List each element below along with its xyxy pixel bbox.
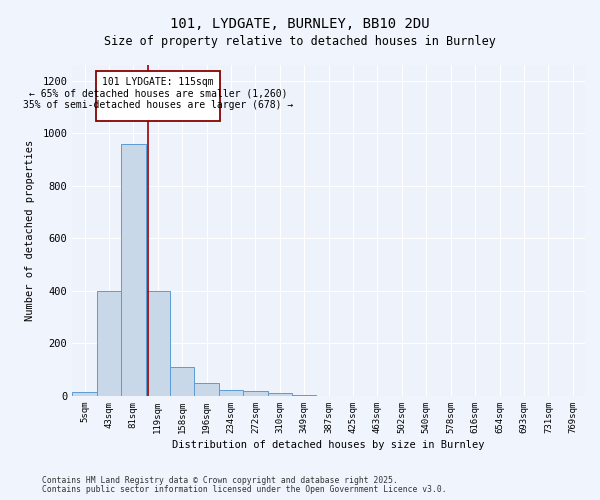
- Text: 35% of semi-detached houses are larger (678) →: 35% of semi-detached houses are larger (…: [23, 100, 293, 110]
- Text: 101 LYDGATE: 115sqm: 101 LYDGATE: 115sqm: [102, 76, 214, 86]
- Bar: [194, 383, 219, 396]
- Y-axis label: Number of detached properties: Number of detached properties: [25, 140, 35, 321]
- Title: 101, LYDGATE, BURNLEY, BB10 2DU: 101, LYDGATE, BURNLEY, BB10 2DU: [0, 499, 1, 500]
- Text: 101, LYDGATE, BURNLEY, BB10 2DU: 101, LYDGATE, BURNLEY, BB10 2DU: [170, 18, 430, 32]
- X-axis label: Distribution of detached houses by size in Burnley: Distribution of detached houses by size …: [172, 440, 485, 450]
- Text: ← 65% of detached houses are smaller (1,260): ← 65% of detached houses are smaller (1,…: [29, 88, 287, 99]
- Bar: [292, 394, 316, 396]
- Bar: [97, 291, 121, 396]
- Bar: [146, 291, 170, 396]
- Text: Contains HM Land Registry data © Crown copyright and database right 2025.: Contains HM Land Registry data © Crown c…: [42, 476, 398, 485]
- Bar: [72, 392, 97, 396]
- Bar: [170, 367, 194, 396]
- Text: Size of property relative to detached houses in Burnley: Size of property relative to detached ho…: [104, 35, 496, 48]
- Bar: [243, 391, 268, 396]
- Bar: [96, 71, 220, 120]
- Bar: [121, 144, 146, 396]
- Text: Contains public sector information licensed under the Open Government Licence v3: Contains public sector information licen…: [42, 485, 446, 494]
- Bar: [219, 390, 243, 396]
- Bar: [268, 393, 292, 396]
